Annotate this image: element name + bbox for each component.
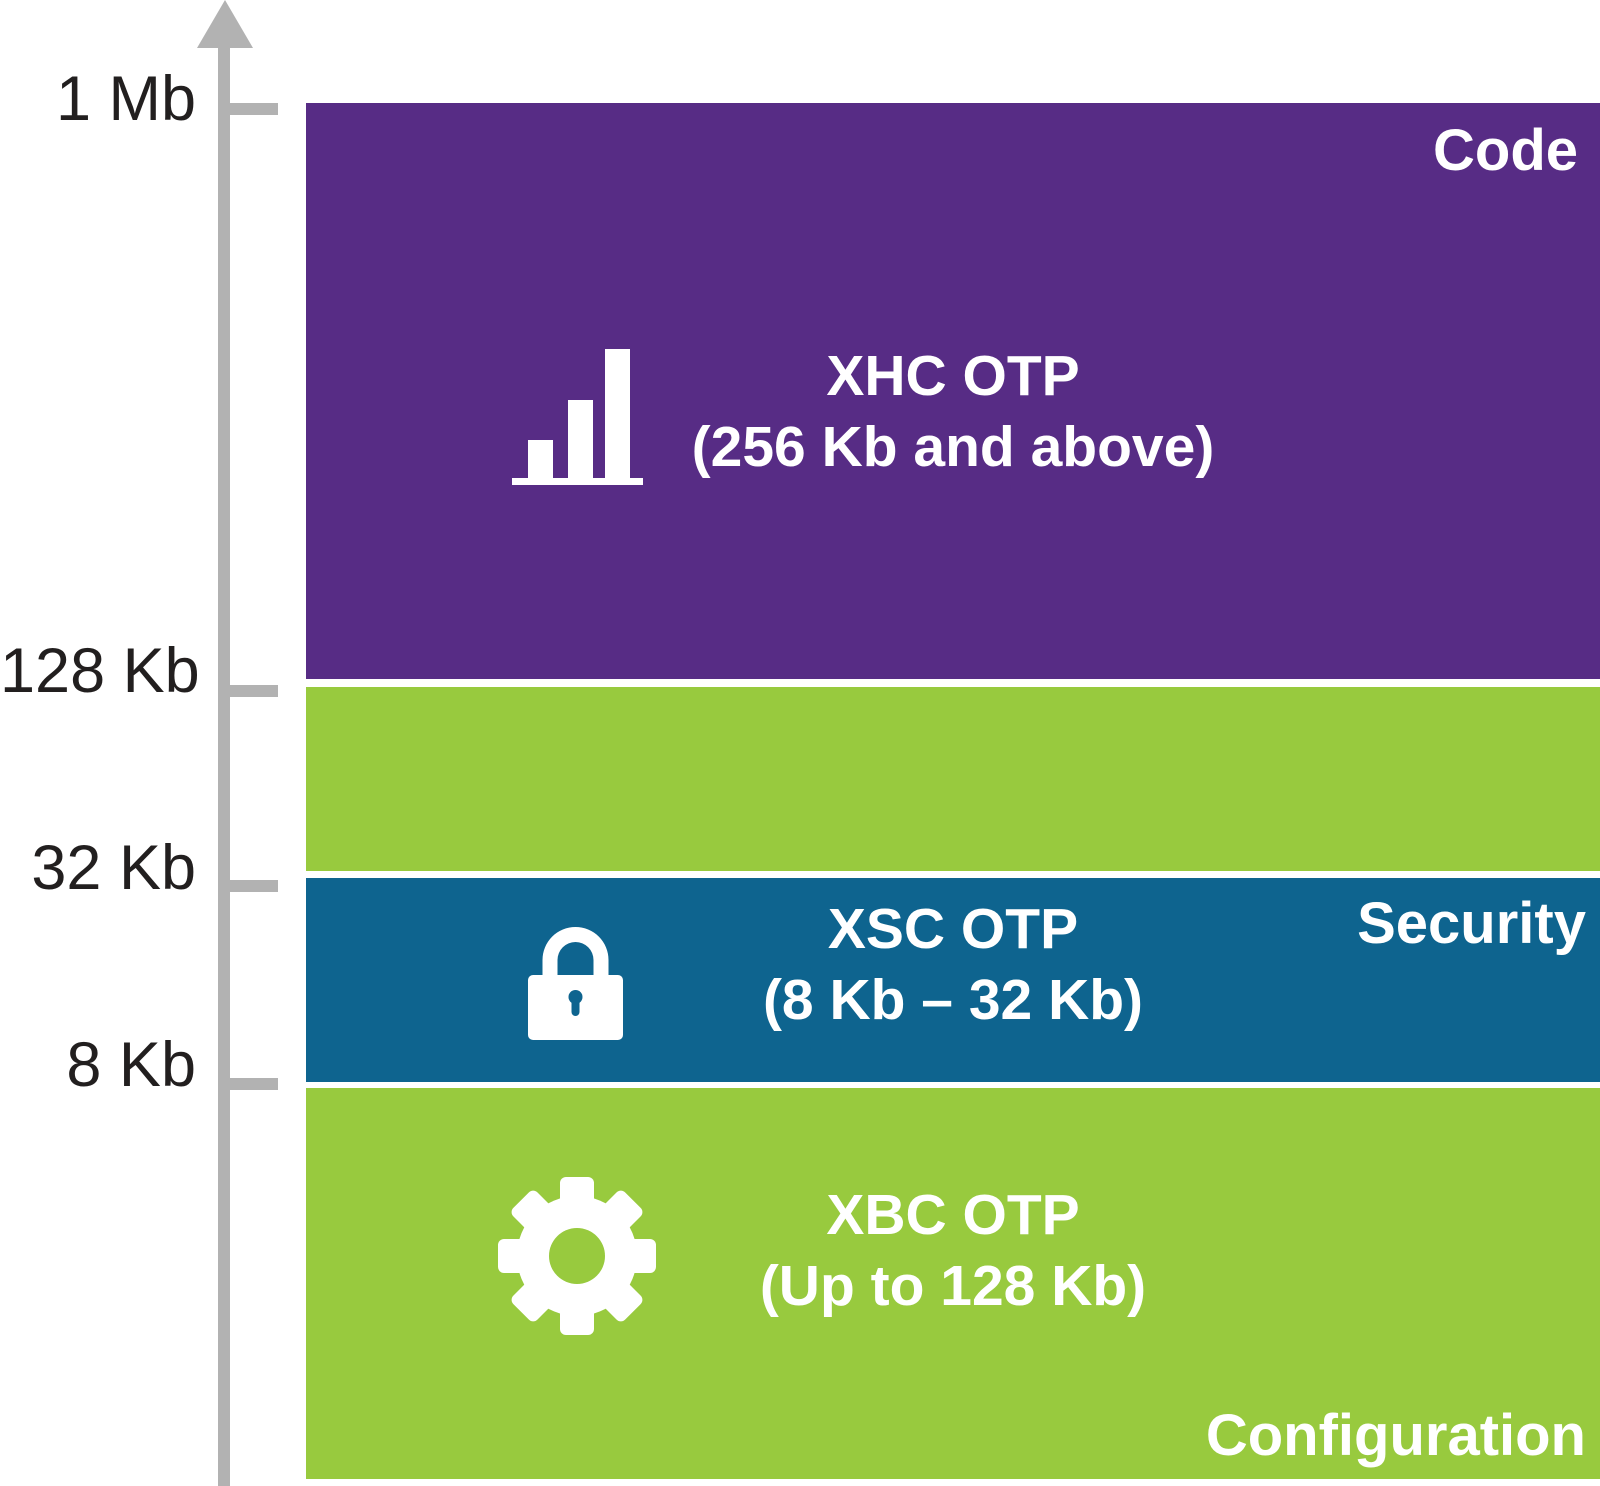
security-band-title: XSC OTP [827, 897, 1079, 961]
tick-8kb [230, 1078, 278, 1090]
configuration-band-title: XBC OTP [826, 1183, 1080, 1247]
configuration-band-subtitle: (Up to 128 Kb) [759, 1254, 1147, 1318]
axis-arrow-icon [197, 0, 253, 48]
security-band-subtitle: (8 Kb – 32 Kb) [762, 968, 1144, 1032]
capacity-axis-line [218, 44, 230, 1486]
code-category-label: Code [1433, 118, 1578, 183]
tick-128kb [230, 685, 278, 697]
tick-32kb [230, 880, 278, 892]
bar-chart-icon [512, 349, 643, 485]
tick-label-8kb: 8 Kb [66, 1030, 196, 1100]
lock-icon [528, 927, 623, 1040]
code-band-text: XHC OTP (256 Kb and above) [306, 341, 1600, 483]
band-configuration: Configuration XBC OTP (Up to 12 [306, 1088, 1600, 1479]
gear-icon [498, 1177, 656, 1335]
tick-label-1mb: 1 Mb [55, 64, 196, 134]
tick-1mb [230, 103, 278, 115]
security-band-text: XSC OTP (8 Kb – 32 Kb) [306, 894, 1600, 1036]
code-band-title: XHC OTP [826, 344, 1080, 408]
configuration-category-label: Configuration [1205, 1403, 1586, 1468]
tick-label-128kb: 128 Kb [0, 636, 200, 706]
band-security: Security XSC OTP (8 Kb – 32 Kb) [306, 878, 1600, 1082]
configuration-band-text: XBC OTP (Up to 128 Kb) [306, 1180, 1600, 1322]
code-band-subtitle: (256 Kb and above) [691, 415, 1215, 479]
security-category-label: Security [1357, 891, 1586, 956]
tick-label-32kb: 32 Kb [31, 833, 196, 903]
band-code: Code XHC OTP (256 Kb and above) [306, 103, 1600, 679]
band-configuration-upper [306, 687, 1600, 871]
